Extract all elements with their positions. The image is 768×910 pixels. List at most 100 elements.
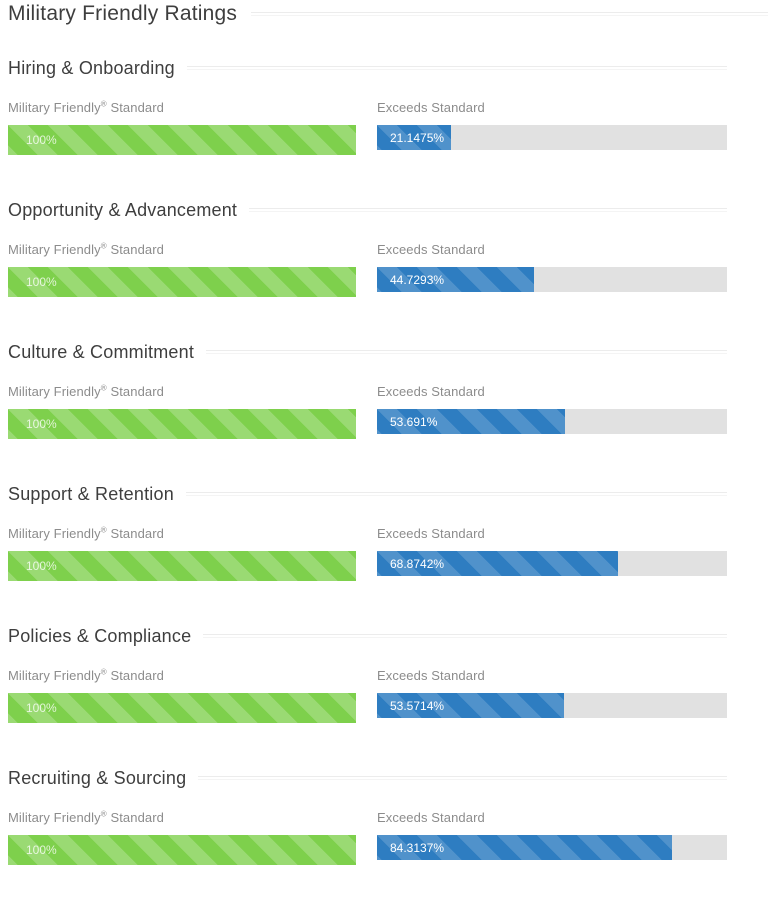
standard-column: Military Friendly® Standard 100% xyxy=(8,100,356,155)
section-opportunity-advancement: Opportunity & Advancement Military Frien… xyxy=(8,199,727,297)
section-heading: Culture & Commitment xyxy=(8,341,727,363)
exceeds-column: Exceeds Standard 44.7293% xyxy=(377,242,727,292)
section-heading-label: Hiring & Onboarding xyxy=(8,58,175,78)
exceeds-label: Exceeds Standard xyxy=(377,810,485,825)
standard-progress-value: 100% xyxy=(26,843,57,857)
registered-mark: ® xyxy=(100,241,107,251)
standard-label: Military Friendly® Standard xyxy=(8,526,356,542)
exceeds-progress-value: 21.1475% xyxy=(390,130,445,145)
standard-label: Military Friendly® Standard xyxy=(8,100,356,116)
exceeds-progress-track: 53.691% xyxy=(377,409,727,434)
standard-progress-bar: 100% xyxy=(8,551,356,581)
standard-label-name: Military Friendly xyxy=(8,526,101,541)
standard-progress-value: 100% xyxy=(26,275,57,289)
standard-progress-bar: 100% xyxy=(8,125,356,155)
exceeds-progress-track: 53.5714% xyxy=(377,693,727,718)
exceeds-column: Exceeds Standard 68.8742% xyxy=(377,526,727,576)
standard-label-name: Military Friendly xyxy=(8,100,101,115)
exceeds-progress-bar: 68.8742% xyxy=(377,551,619,576)
section-culture-commitment: Culture & Commitment Military Friendly® … xyxy=(8,341,727,439)
exceeds-progress-value: 53.691% xyxy=(390,414,438,429)
standard-progress-track: 100% xyxy=(8,409,356,439)
standard-progress-bar: 100% xyxy=(8,267,356,297)
exceeds-progress-track: 84.3137% xyxy=(377,835,727,860)
title-rule-line xyxy=(251,12,768,16)
heading-rule-line xyxy=(185,492,727,496)
exceeds-column: Exceeds Standard 53.5714% xyxy=(377,668,727,718)
section-heading-label: Recruiting & Sourcing xyxy=(8,768,187,788)
section-heading: Recruiting & Sourcing xyxy=(8,767,727,789)
heading-rule-line xyxy=(186,66,727,70)
bars-row: Military Friendly® Standard 100% Exceeds… xyxy=(8,810,727,865)
standard-label: Military Friendly® Standard xyxy=(8,242,356,258)
standard-progress-value: 100% xyxy=(26,133,57,147)
standard-column: Military Friendly® Standard 100% xyxy=(8,668,356,723)
exceeds-progress-value: 44.7293% xyxy=(390,272,445,287)
bars-row: Military Friendly® Standard 100% Exceeds… xyxy=(8,526,727,581)
registered-mark: ® xyxy=(100,383,107,393)
section-heading: Hiring & Onboarding xyxy=(8,57,727,79)
exceeds-progress-bar: 53.691% xyxy=(377,409,565,434)
registered-mark: ® xyxy=(100,667,107,677)
exceeds-label: Exceeds Standard xyxy=(377,384,485,399)
section-heading: Support & Retention xyxy=(8,483,727,505)
exceeds-progress-bar: 44.7293% xyxy=(377,267,534,292)
exceeds-progress-bar: 53.5714% xyxy=(377,693,565,718)
standard-column: Military Friendly® Standard 100% xyxy=(8,242,356,297)
standard-progress-value: 100% xyxy=(26,417,57,431)
standard-progress-value: 100% xyxy=(26,559,57,573)
section-heading-label: Policies & Compliance xyxy=(8,626,192,646)
standard-column: Military Friendly® Standard 100% xyxy=(8,810,356,865)
heading-rule-line xyxy=(249,208,727,212)
standard-label-name: Military Friendly xyxy=(8,242,101,257)
standard-progress-track: 100% xyxy=(8,125,356,155)
standard-label: Military Friendly® Standard xyxy=(8,810,356,826)
page-header: Military Friendly Ratings xyxy=(8,1,768,27)
standard-label-suffix: Standard xyxy=(110,100,164,115)
exceeds-progress-track: 68.8742% xyxy=(377,551,727,576)
registered-mark: ® xyxy=(100,99,107,109)
standard-progress-bar: 100% xyxy=(8,835,356,865)
standard-label-suffix: Standard xyxy=(110,526,164,541)
section-hiring-onboarding: Hiring & Onboarding Military Friendly® S… xyxy=(8,57,727,155)
exceeds-progress-track: 21.1475% xyxy=(377,125,727,150)
section-heading-label: Culture & Commitment xyxy=(8,342,195,362)
registered-mark: ® xyxy=(100,809,107,819)
exceeds-label: Exceeds Standard xyxy=(377,668,485,683)
standard-label-name: Military Friendly xyxy=(8,668,101,683)
standard-label-suffix: Standard xyxy=(110,384,164,399)
exceeds-progress-value: 68.8742% xyxy=(390,556,445,571)
standard-progress-track: 100% xyxy=(8,551,356,581)
section-heading: Policies & Compliance xyxy=(8,625,727,647)
standard-label-name: Military Friendly xyxy=(8,810,101,825)
standard-progress-track: 100% xyxy=(8,267,356,297)
standard-progress-track: 100% xyxy=(8,693,356,723)
standard-label-name: Military Friendly xyxy=(8,384,101,399)
standard-label: Military Friendly® Standard xyxy=(8,384,356,400)
bars-row: Military Friendly® Standard 100% Exceeds… xyxy=(8,100,727,155)
section-support-retention: Support & Retention Military Friendly® S… xyxy=(8,483,727,581)
exceeds-column: Exceeds Standard 53.691% xyxy=(377,384,727,434)
standard-column: Military Friendly® Standard 100% xyxy=(8,384,356,439)
section-heading-label: Opportunity & Advancement xyxy=(8,200,238,220)
page-title: Military Friendly Ratings xyxy=(8,2,238,25)
standard-label-suffix: Standard xyxy=(110,668,164,683)
exceeds-progress-track: 44.7293% xyxy=(377,267,727,292)
heading-rule-line xyxy=(203,634,727,638)
exceeds-column: Exceeds Standard 21.1475% xyxy=(377,100,727,150)
standard-progress-track: 100% xyxy=(8,835,356,865)
heading-rule-line xyxy=(198,776,727,780)
exceeds-progress-bar: 84.3137% xyxy=(377,835,673,860)
standard-progress-value: 100% xyxy=(26,701,57,715)
standard-progress-bar: 100% xyxy=(8,409,356,439)
standard-progress-bar: 100% xyxy=(8,693,356,723)
registered-mark: ® xyxy=(100,525,107,535)
standard-label-suffix: Standard xyxy=(110,242,164,257)
standard-label-suffix: Standard xyxy=(110,810,164,825)
exceeds-progress-bar: 21.1475% xyxy=(377,125,452,150)
exceeds-label: Exceeds Standard xyxy=(377,526,485,541)
exceeds-label: Exceeds Standard xyxy=(377,100,485,115)
bars-row: Military Friendly® Standard 100% Exceeds… xyxy=(8,242,727,297)
section-heading: Opportunity & Advancement xyxy=(8,199,727,221)
standard-column: Military Friendly® Standard 100% xyxy=(8,526,356,581)
